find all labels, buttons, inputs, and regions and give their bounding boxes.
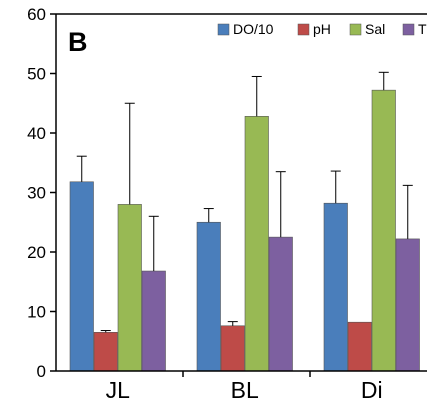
legend: DO/10 pH Sal T xyxy=(217,21,427,37)
bar-t-di xyxy=(395,238,420,372)
panel-label: B xyxy=(68,27,88,57)
y-tick-label-50: 50 xyxy=(27,65,46,84)
bar-do-10-di xyxy=(323,202,348,372)
y-tick-label-0: 0 xyxy=(37,362,46,381)
bar-sal-jl xyxy=(117,204,142,372)
y-tick-label-30: 30 xyxy=(27,184,46,203)
legend-swatch-sal xyxy=(349,23,362,36)
y-tick-label-20: 20 xyxy=(27,243,46,262)
bar-ph-di xyxy=(347,321,372,372)
x-tick-label-di: Di xyxy=(361,377,383,403)
y-tick-label-10: 10 xyxy=(27,303,46,322)
bar-sal-di xyxy=(371,89,396,372)
bar-ph-bl xyxy=(220,325,245,372)
x-tick-label-jl: JL xyxy=(106,377,131,403)
bar-t-bl xyxy=(268,236,293,372)
y-tick-label-60: 60 xyxy=(27,5,46,24)
bar-ph-jl xyxy=(93,332,118,372)
legend-label-ph: pH xyxy=(313,21,331,37)
legend-label-sal: Sal xyxy=(365,21,385,37)
axes-layer: 0 10 20 30 40 50 60 JL BL Di xyxy=(27,5,427,403)
legend-label-do-10: DO/10 xyxy=(233,21,274,37)
legend-swatch-ph xyxy=(297,23,310,36)
y-tick-label-40: 40 xyxy=(27,124,46,143)
bar-do-10-bl xyxy=(196,221,221,372)
error-bars-layer xyxy=(76,71,413,333)
bar-t-jl xyxy=(141,270,166,372)
legend-swatch-do-10 xyxy=(217,23,230,36)
bars-layer xyxy=(69,89,420,372)
legend-label-t: T xyxy=(418,21,427,37)
legend-swatch-t xyxy=(402,23,415,36)
x-tick-label-bl: BL xyxy=(231,377,259,403)
bar-do-10-jl xyxy=(69,181,94,372)
bar-sal-bl xyxy=(244,116,269,372)
